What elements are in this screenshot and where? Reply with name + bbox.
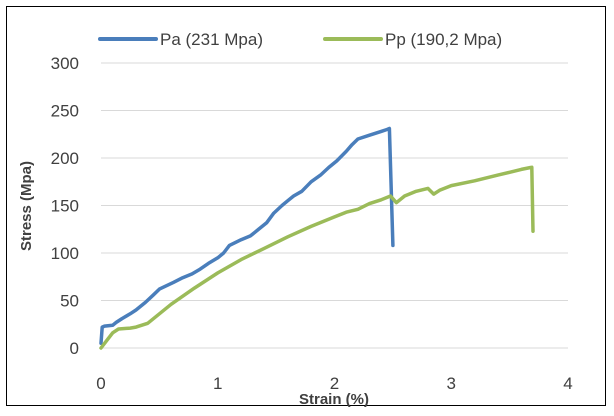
legend-label-2: Pp (190,2 Mpa) xyxy=(385,30,502,49)
axes: 0 50 100 150 200 250 300 0 1 2 3 4 xyxy=(51,54,573,393)
series-lines xyxy=(99,126,535,350)
series-line-2 xyxy=(99,165,535,350)
x-axis-label: Strain (%) xyxy=(299,391,369,408)
y-tick-label: 100 xyxy=(51,244,79,263)
series-line-1 xyxy=(99,126,395,346)
x-tick-label: 1 xyxy=(213,374,222,393)
y-tick-label: 50 xyxy=(60,292,79,311)
gridlines xyxy=(101,62,568,301)
x-tick-label: 0 xyxy=(96,374,105,393)
y-axis-label: Stress (Mpa) xyxy=(18,161,35,251)
x-tick-label: 2 xyxy=(330,374,339,393)
y-tick-label: 0 xyxy=(70,339,79,358)
y-tick-label: 250 xyxy=(51,102,79,121)
legend-label-1: Pa (231 Mpa) xyxy=(160,30,263,49)
y-tick-label: 200 xyxy=(51,149,79,168)
y-tick-label: 150 xyxy=(51,197,79,216)
legend: Pa (231 Mpa) Pp (190,2 Mpa) xyxy=(98,30,502,49)
y-tick-label: 300 xyxy=(51,54,79,73)
x-tick-label: 4 xyxy=(563,374,572,393)
x-tick-label: 3 xyxy=(447,374,456,393)
